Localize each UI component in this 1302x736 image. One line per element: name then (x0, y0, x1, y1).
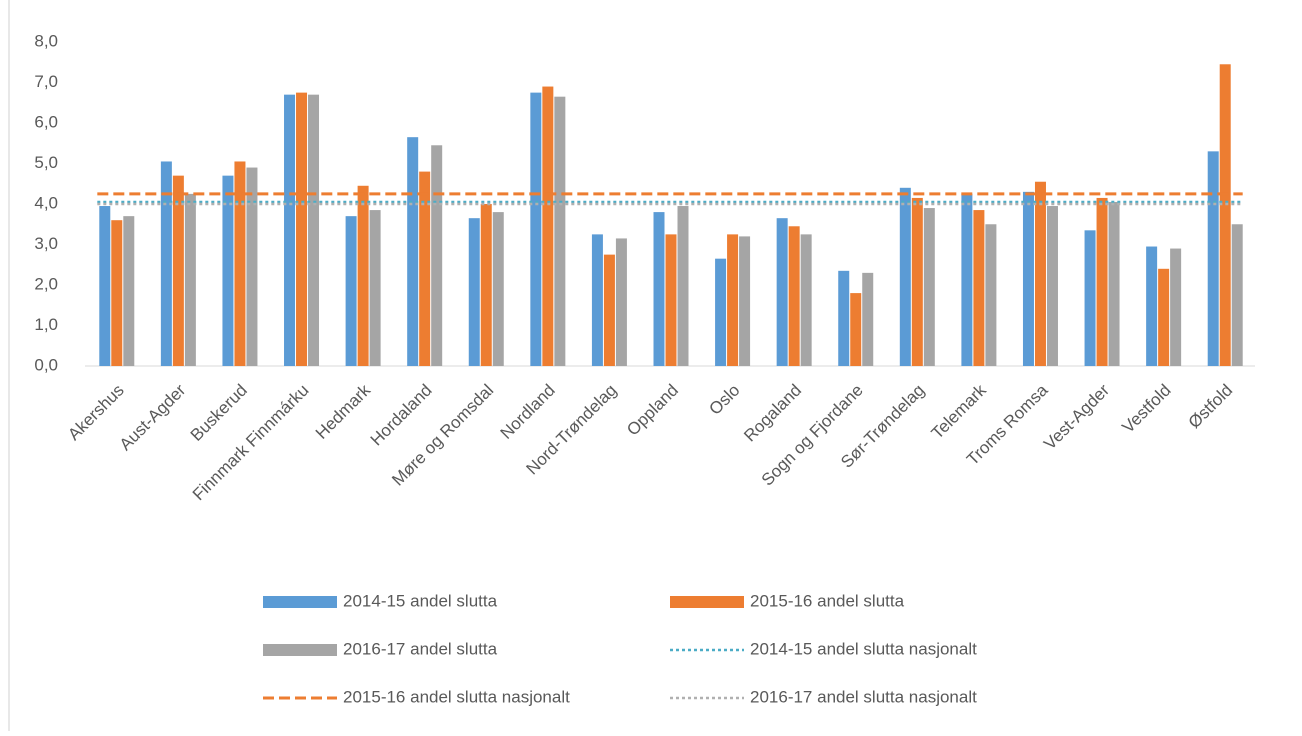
bar (222, 175, 234, 366)
x-tick-label: Buskerud (187, 381, 251, 445)
bar (369, 210, 381, 366)
bar (838, 270, 850, 366)
legend-swatch (263, 644, 337, 656)
bar (111, 220, 123, 366)
x-tick-label: Hedmark (312, 380, 375, 443)
bar (184, 193, 196, 366)
bar (1084, 230, 1096, 366)
y-tick-label: 4,0 (34, 193, 58, 212)
legend-swatch (263, 596, 337, 608)
bar (788, 226, 800, 366)
legend-label: 2016-17 andel slutta nasjonalt (750, 687, 977, 706)
bar (172, 175, 184, 366)
bar (1231, 224, 1243, 366)
y-tick-label: 1,0 (34, 315, 58, 334)
bar (715, 258, 727, 366)
bar (492, 212, 504, 366)
bar (850, 293, 862, 366)
bar (542, 86, 554, 367)
bar (615, 238, 627, 366)
bar (1219, 64, 1231, 367)
bar (739, 236, 751, 366)
y-tick-label: 2,0 (34, 274, 58, 293)
bar (1170, 248, 1182, 366)
x-tick-label: Rogaland (740, 381, 805, 446)
bar (1146, 246, 1158, 366)
bar (431, 145, 443, 366)
x-tick-label: Telemark (928, 380, 991, 443)
bar (246, 167, 258, 366)
bar (973, 210, 985, 366)
bar (357, 185, 369, 366)
bar (99, 206, 111, 366)
bar (653, 212, 665, 366)
bar (1022, 191, 1034, 366)
x-tick-label: Finnmark Finnmárku (189, 381, 313, 505)
bar (591, 234, 603, 366)
x-tick-label: Vest-Agder (1040, 380, 1113, 453)
x-tick-label: Akershus (64, 381, 128, 445)
bar (1158, 268, 1170, 366)
y-tick-label: 6,0 (34, 112, 58, 131)
x-tick-label: Østfold (1185, 381, 1237, 433)
bar (160, 161, 172, 366)
bar (419, 171, 431, 366)
bar (776, 218, 788, 366)
bar (677, 206, 689, 366)
bar (530, 92, 542, 366)
bar (911, 197, 923, 366)
y-tick-label: 5,0 (34, 153, 58, 172)
bar (1207, 151, 1219, 366)
y-tick-label: 0,0 (34, 355, 58, 374)
bar (284, 94, 296, 367)
bar (800, 234, 812, 366)
bar (961, 193, 973, 366)
bar (985, 224, 997, 366)
legend-label: 2014-15 andel slutta nasjonalt (750, 639, 977, 658)
y-tick-label: 8,0 (34, 31, 58, 50)
bar (1096, 197, 1108, 366)
bar (234, 161, 246, 366)
bar (1034, 181, 1046, 366)
bar (665, 234, 677, 366)
y-tick-label: 7,0 (34, 72, 58, 91)
x-tick-label: Oslo (705, 381, 743, 419)
bar (480, 204, 492, 366)
legend-label: 2015-16 andel slutta nasjonalt (343, 687, 570, 706)
bar (923, 208, 935, 366)
bar (468, 218, 480, 366)
bar (296, 92, 308, 366)
bar (727, 234, 739, 366)
bar (899, 187, 911, 366)
legend-swatch (670, 596, 744, 608)
bar (1046, 206, 1058, 366)
bar (862, 272, 874, 366)
bar (345, 216, 357, 366)
x-tick-label: Nordland (497, 381, 559, 443)
bar (123, 216, 135, 366)
legend-label: 2014-15 andel slutta (343, 591, 498, 610)
x-tick-label: Oppland (623, 381, 682, 440)
bar (554, 96, 566, 367)
bar (1108, 201, 1120, 366)
bar (407, 137, 419, 366)
bar (308, 94, 320, 367)
legend-label: 2016-17 andel slutta (343, 639, 498, 658)
x-tick-label: Aust-Agder (116, 380, 190, 454)
x-tick-label: Vestfold (1118, 381, 1174, 437)
bar (603, 254, 615, 366)
legend-label: 2015-16 andel slutta (750, 591, 905, 610)
y-tick-label: 3,0 (34, 234, 58, 253)
